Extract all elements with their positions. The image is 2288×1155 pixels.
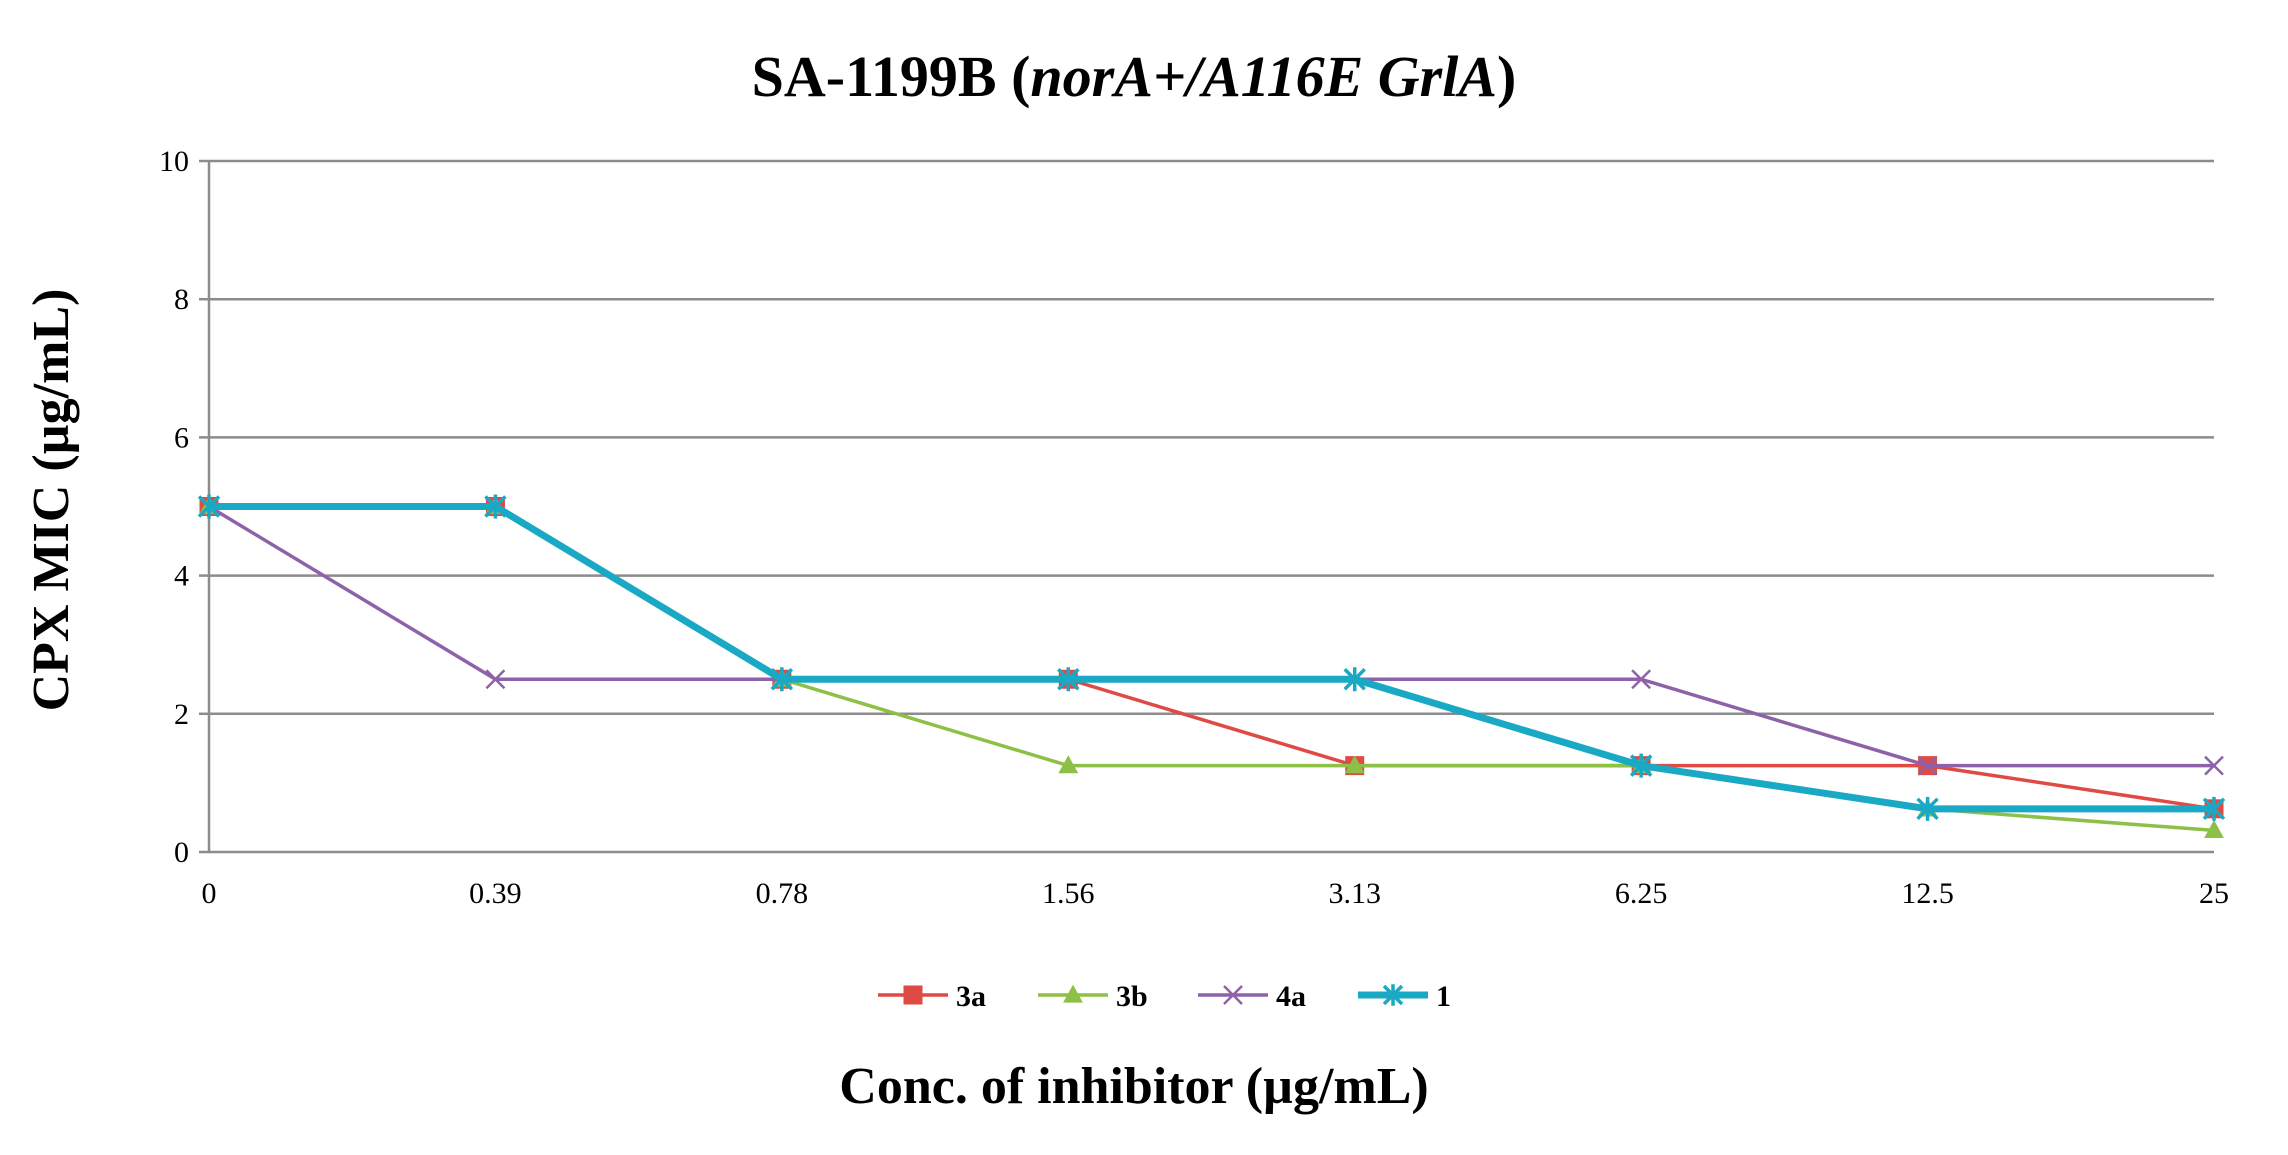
legend: 3a 3b 4a 1 [878, 980, 1451, 1013]
data-point-3b [1058, 755, 1079, 774]
gridlines [209, 159, 2214, 716]
x-tick-labels: 0 0.39 0.78 1.56 3.13 6.25 12.5 25 [202, 877, 2230, 910]
series-3b [199, 496, 2224, 839]
y-tick-label: 6 [174, 421, 189, 454]
chart-title: SA-1199B (norA+/A116E GrlA) [752, 44, 1517, 109]
x-tick-label: 25 [2199, 877, 2229, 910]
series-line-4a [208, 505, 2214, 768]
series-4a [199, 496, 2224, 776]
data-point-4a [2204, 755, 2224, 776]
legend-item-1: 1 [1358, 980, 1451, 1013]
x-tick-label: 0.78 [756, 877, 809, 910]
data-point-4a [485, 669, 506, 690]
data-point-1 [1629, 753, 1653, 778]
x-tick-label: 0.39 [469, 877, 522, 910]
y-tick-label: 4 [174, 560, 189, 593]
data-point-1 [770, 667, 794, 692]
series-1 [197, 494, 2226, 821]
data-point-4a [1917, 755, 1938, 776]
data-point-1 [2202, 796, 2226, 821]
data-point-1 [1057, 667, 1080, 692]
series-line-3a [209, 504, 2215, 811]
data-point-4a [1631, 669, 1652, 690]
legend-swatch-marker [1223, 985, 1243, 1005]
chart-title-suffix: ) [1497, 44, 1516, 109]
legend-label: 3b [1116, 980, 1148, 1013]
y-tick-labels: 0 2 4 6 8 10 [159, 145, 189, 869]
legend-swatch-marker [1382, 984, 1404, 1006]
legend-item-3a: 3a [878, 980, 986, 1013]
legend-swatch-marker [903, 985, 923, 1005]
chart-title-italic: norA+/A116E GrlA [1030, 44, 1497, 109]
y-tick-label: 2 [174, 698, 189, 731]
x-tick-label: 1.56 [1042, 877, 1095, 910]
legend-item-3b: 3b [1038, 980, 1148, 1013]
data-point-3b [1344, 755, 1365, 774]
y-tick-label: 10 [159, 145, 189, 178]
x-tick-label: 6.25 [1615, 877, 1668, 910]
legend-item-4a: 4a [1198, 980, 1306, 1013]
chart-title-prefix: SA-1199B ( [752, 44, 1031, 109]
data-point-1 [1343, 667, 1366, 692]
x-tick-label: 0 [202, 877, 217, 910]
data-point-1 [1916, 796, 1939, 821]
legend-swatch-marker [1063, 984, 1083, 1003]
x-tick-label: 12.5 [1901, 877, 1954, 910]
y-axis-title: CPX MIC (µg/mL) [23, 289, 80, 712]
y-tick-label: 8 [174, 283, 189, 316]
legend-label: 4a [1276, 980, 1306, 1013]
x-axis-title: Conc. of inhibitor (µg/mL) [839, 1058, 1428, 1115]
data-point-1 [484, 494, 507, 519]
legend-label: 3a [956, 980, 986, 1013]
series-line-3b [209, 504, 2215, 833]
series-lines [197, 494, 2226, 839]
data-point-1 [197, 494, 221, 519]
x-tick-label: 3.13 [1328, 877, 1381, 910]
y-tick-label: 0 [174, 836, 189, 869]
series-line-1 [209, 503, 2214, 813]
data-point-3b [2204, 820, 2224, 839]
legend-label: 1 [1436, 980, 1451, 1013]
series-3a [199, 497, 2224, 819]
